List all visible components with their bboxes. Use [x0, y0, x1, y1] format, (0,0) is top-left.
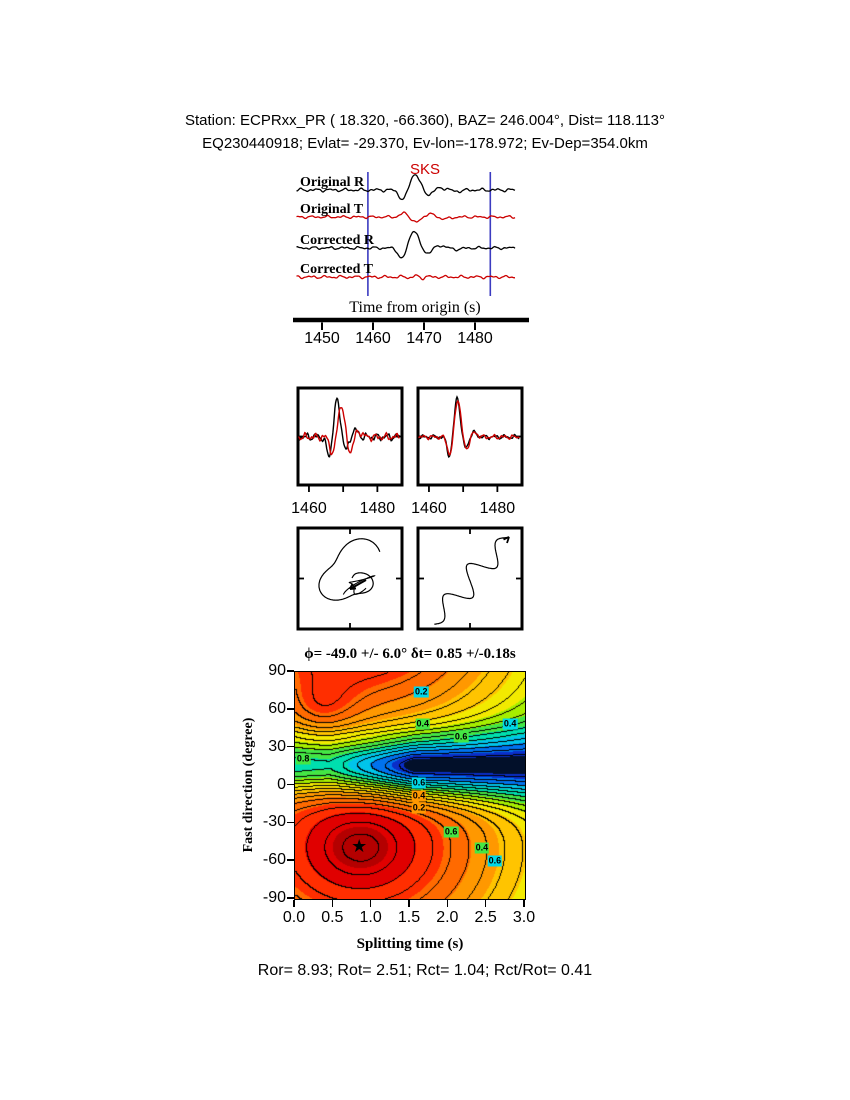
particle-motion-knot [342, 575, 376, 595]
trace-plot-svg [293, 172, 529, 330]
contour-level-label: 0.6 [487, 855, 503, 867]
contour-x-tick-label: 3.0 [512, 909, 536, 926]
contour-y-tick-label: -90 [262, 889, 286, 906]
contour-x-tick [293, 900, 295, 907]
contour-y-tick-label: 60 [268, 699, 286, 717]
contour-x-tick [408, 900, 410, 907]
contour-x-tick-label: 0.5 [321, 909, 344, 926]
contour-level-label: 0.6 [453, 731, 469, 743]
contour-x-tick-label: 1.0 [359, 909, 382, 926]
trace-label: Original R [300, 175, 365, 190]
time-axis-tick-label: 1480 [457, 330, 493, 347]
windowed-trace-red [298, 406, 400, 456]
best-fit-star-icon: ★ [351, 836, 368, 857]
trace-original-r [296, 174, 516, 201]
contour-y-tick-label: -60 [262, 851, 286, 869]
contour-y-tick [287, 859, 294, 861]
time-axis-label: Time from origin (s) [349, 299, 481, 316]
time-axis-tick-label: 1450 [304, 330, 340, 347]
contour-x-tick [369, 900, 372, 907]
wave-box-tick-label: 1480 [359, 500, 396, 517]
windowed-trace-black [298, 396, 400, 458]
wave-box-tick-label: 1460 [291, 500, 327, 517]
phase-label: SKS [410, 161, 441, 178]
motion-arrow [349, 579, 367, 590]
contour-x-tick [523, 900, 525, 907]
splitting-contour-canvas [294, 671, 526, 900]
contour-y-tick [287, 708, 294, 710]
panel-frame [416, 526, 524, 631]
event-header: EQ230440918; Evlat= -29.370, Ev-lon=-178… [202, 135, 648, 152]
contour-level-label: 0.6 [411, 777, 427, 789]
time-axis-tick-label: 1460 [355, 330, 391, 347]
contour-y-tick [287, 783, 294, 786]
contour-level-label: 0.8 [295, 753, 311, 765]
trace-corrected-r [296, 230, 516, 259]
contour-x-tick [331, 900, 334, 907]
contour-x-tick-label: 2.0 [436, 909, 459, 926]
contour-y-tick-label: 90 [268, 662, 286, 679]
contour-level-label: 0.4 [411, 790, 427, 802]
contour-y-tick [287, 821, 294, 824]
contour-x-axis-label: Splitting time (s) [356, 936, 464, 952]
contour-x-tick-label: 0.0 [282, 909, 306, 926]
motion-arrow-head [349, 583, 354, 590]
trace-original-t [296, 211, 516, 223]
time-axis-tick-label: 1470 [406, 330, 442, 347]
contour-level-label: 0.6 [443, 826, 459, 838]
particle-motion-loop [318, 538, 381, 601]
contour-title: ϕ= -49.0 +/- 6.0° δt= 0.85 +/-0.18s [304, 646, 516, 662]
waveform-pair-box-corrected [416, 386, 524, 492]
contour-level-label: 0.4 [502, 718, 518, 730]
wave-box-tick-label: 1460 [411, 500, 447, 517]
contour-level-label: 0.4 [474, 842, 490, 854]
trace-label: Corrected R [300, 233, 374, 248]
windowed-trace-red [418, 399, 520, 457]
contour-y-tick-label: -30 [262, 813, 286, 831]
contour-x-tick [446, 900, 449, 907]
panel-frame [296, 526, 404, 631]
contour-y-tick [287, 897, 294, 899]
contour-x-tick-label: 2.5 [474, 909, 497, 926]
contour-level-label: 0.2 [414, 686, 429, 698]
windowed-trace-black [418, 395, 520, 459]
contour-level-label: 0.2 [411, 802, 427, 814]
quality-metrics-text: Ror= 8.93; Rot= 2.51; Rct= 1.04; Rct/Rot… [257, 962, 593, 979]
contour-level-label: 0.4 [415, 718, 431, 730]
trace-label: Corrected T [300, 262, 373, 277]
contour-x-tick [484, 900, 487, 907]
particle-motion-linear [434, 536, 510, 625]
contour-y-tick-label: 30 [268, 737, 286, 755]
particle-motion-box-original [296, 526, 404, 631]
trace-corrected-t [296, 274, 516, 281]
waveform-pair-box-original [296, 386, 404, 492]
particle-motion-box-corrected [416, 526, 524, 631]
contour-y-tick-label: 0 [277, 775, 286, 793]
trace-label: Original T [300, 202, 364, 217]
contour-y-tick [287, 745, 294, 748]
contour-x-tick-label: 1.5 [397, 909, 421, 926]
motion-arrow-head [506, 536, 510, 544]
station-header: Station: ECPRxx_PR ( 18.320, -66.360), B… [184, 112, 666, 129]
contour-y-tick [287, 670, 294, 672]
wave-box-tick-label: 1480 [479, 500, 516, 517]
